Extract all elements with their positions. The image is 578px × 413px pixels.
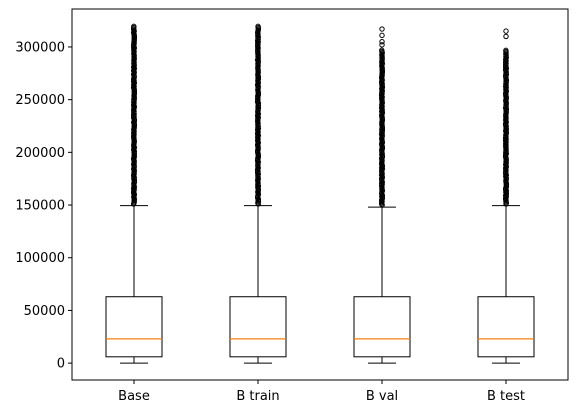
flier-point xyxy=(379,32,385,39)
flier-point xyxy=(379,26,385,32)
iqr-box xyxy=(353,296,411,358)
y-tick-label: 150000 xyxy=(15,199,65,214)
fliers-layer xyxy=(130,23,510,208)
box-1 xyxy=(105,205,163,364)
iqr-box xyxy=(229,296,287,358)
x-axis: Base B train B val B test xyxy=(118,380,525,404)
boxes-layer xyxy=(105,205,535,364)
box-2 xyxy=(229,205,287,364)
y-axis: 0 50000 100000 150000 200000 250000 300000 xyxy=(15,40,72,372)
y-tick-label: 0 xyxy=(57,357,65,372)
iqr-box xyxy=(105,296,163,358)
flier-point xyxy=(503,47,509,54)
fliers-3 xyxy=(378,26,386,208)
y-tick-label: 200000 xyxy=(15,146,65,161)
flier-point xyxy=(503,33,509,40)
box-3 xyxy=(353,206,411,364)
plot-frame xyxy=(71,8,569,381)
flier-point xyxy=(131,23,137,30)
x-tick-label: B val xyxy=(366,389,398,404)
x-tick-label: B test xyxy=(487,389,525,404)
flier-point xyxy=(379,38,385,45)
y-tick-label: 300000 xyxy=(15,40,65,55)
x-tick-label: Base xyxy=(118,389,150,404)
y-tick-label: 250000 xyxy=(15,93,65,108)
flier-point xyxy=(379,47,385,53)
flier-point xyxy=(503,28,509,34)
flier-point xyxy=(379,42,385,48)
fliers-1 xyxy=(130,23,138,207)
iqr-box xyxy=(477,296,535,358)
y-tick-label: 50000 xyxy=(24,304,65,319)
x-tick-label: B train xyxy=(236,389,279,404)
box-4 xyxy=(477,205,535,364)
fliers-4 xyxy=(502,28,510,207)
fliers-2 xyxy=(254,23,262,207)
flier-point xyxy=(255,23,261,30)
y-tick-label: 100000 xyxy=(15,251,65,266)
